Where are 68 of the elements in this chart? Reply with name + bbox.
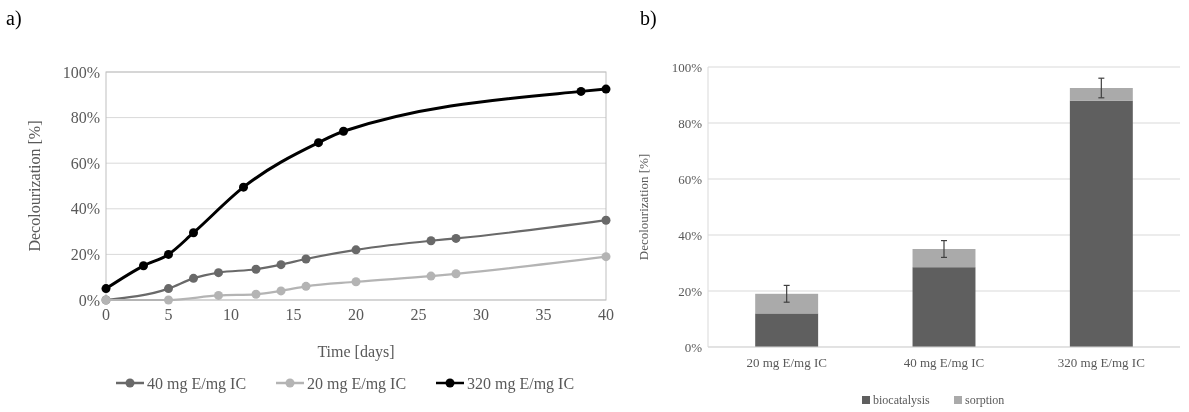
x-tick-label: 40 mg E/mg IC <box>903 355 985 370</box>
x-tick-label: 40 <box>598 306 614 323</box>
point <box>451 233 461 243</box>
chart-title: a) <box>6 7 22 30</box>
point <box>426 236 436 246</box>
x-tick-label: 35 <box>535 306 552 323</box>
legend-label: biocatalysis <box>873 393 930 408</box>
point <box>301 254 311 264</box>
bar <box>912 249 976 268</box>
point <box>339 126 348 136</box>
y-tick-label: 80% <box>70 109 100 127</box>
x-tick-label: 15 <box>285 306 302 323</box>
x-tick-label: 30 <box>473 306 489 323</box>
legend-label: sorption <box>965 393 1005 408</box>
chart-title: b) <box>640 7 657 30</box>
x-tick-label: 20 <box>348 306 364 323</box>
point <box>251 264 261 274</box>
y-tick-label: 100% <box>62 63 100 81</box>
legend-label: 40 mg E/mg IC <box>147 374 247 393</box>
bar <box>755 313 819 347</box>
point <box>164 284 173 294</box>
point <box>139 261 148 271</box>
legend-label: 320 mg E/mg IC <box>467 374 575 393</box>
point <box>101 284 111 294</box>
point <box>214 290 223 300</box>
point <box>426 271 436 281</box>
point <box>601 252 611 262</box>
y-tick-label: 40% <box>70 200 100 218</box>
point <box>276 286 286 296</box>
point <box>276 260 286 270</box>
x-axis-title: Time [days] <box>317 343 395 361</box>
legend-label: 20 mg E/mg IC <box>307 374 407 393</box>
point <box>314 138 323 148</box>
y-tick-label: 20% <box>70 246 100 263</box>
y-tick-label: 100% <box>671 59 703 75</box>
y-tick-label: 80% <box>678 115 703 131</box>
point <box>451 269 461 279</box>
y-axis-title: Decolourization [%] <box>636 153 651 261</box>
y-tick-label: 0% <box>78 291 100 309</box>
point <box>251 289 261 299</box>
point <box>351 245 361 255</box>
point <box>301 281 311 291</box>
y-tick-label: 40% <box>678 227 703 243</box>
point <box>189 228 198 238</box>
bar <box>912 267 976 347</box>
point <box>164 295 173 305</box>
x-tick-label: 320 mg E/mg IC <box>1057 355 1145 370</box>
point <box>601 215 611 225</box>
point <box>576 86 586 96</box>
x-tick-label: 0 <box>102 306 110 323</box>
x-tick-label: 10 <box>223 306 239 323</box>
y-tick-label: 60% <box>678 171 703 187</box>
point <box>214 268 223 278</box>
y-tick-label: 0% <box>684 339 703 355</box>
x-tick-label: 20 mg E/mg IC <box>746 355 827 370</box>
bar <box>1069 88 1133 101</box>
point <box>189 273 198 283</box>
point <box>164 249 173 259</box>
y-tick-label: 20% <box>678 283 703 299</box>
y-axis-title: Decolourization [%] <box>26 120 43 252</box>
point <box>351 277 361 287</box>
y-tick-label: 60% <box>70 154 100 172</box>
x-tick-label: 5 <box>164 306 173 323</box>
point <box>239 182 248 192</box>
point <box>601 84 611 94</box>
bar <box>1069 100 1133 347</box>
bar <box>755 293 819 314</box>
x-tick-label: 25 <box>410 306 427 323</box>
